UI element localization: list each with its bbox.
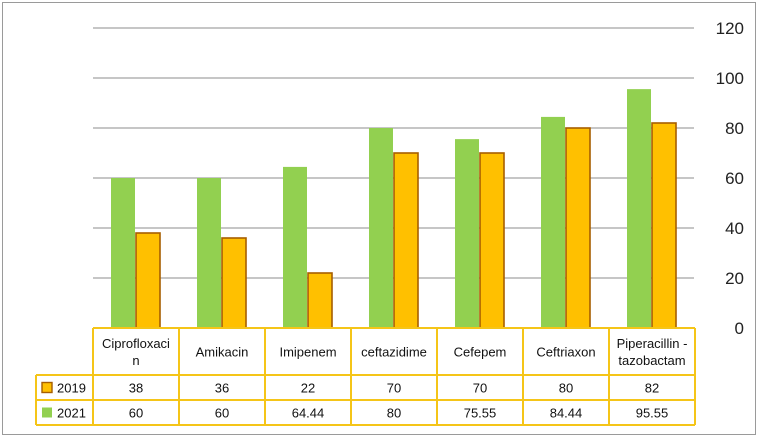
y-axis-ticks: 0 20 40 60 80 100 120 [716,19,744,338]
data-label-2019: 22 [301,381,315,396]
y-tick-label: 40 [725,219,744,238]
data-label-2019: 82 [645,381,659,396]
bar-2019-2 [307,272,333,329]
data-label-2021: 80 [387,406,401,421]
bar-2021-0 [111,178,135,328]
data-label-2019: 38 [129,381,143,396]
bar-2021-6 [627,89,651,328]
category-label: n [132,353,139,368]
bar-2021-2 [283,166,307,328]
data-label-2019: 80 [559,381,573,396]
y-tick-label: 0 [735,319,744,338]
category-label: ceftazidime [361,345,427,360]
data-table: Ciprofloxaci n Amikacin Imipenem ceftazidime… [35,327,696,426]
category-label: Ceftriaxon [536,345,595,360]
bar-2019-5 [565,127,591,329]
category-label: Ciprofloxaci [102,336,170,351]
bar-2019-1 [221,237,247,329]
data-label-2019: 36 [215,381,229,396]
bar-2019-4 [479,152,505,329]
bar-2019-0 [135,232,161,329]
bar-2021-1 [197,178,221,328]
legend-key-2021 [42,407,52,418]
data-label-2021: 64.44 [292,406,325,421]
category-label: Imipenem [279,345,336,360]
series-name-2019: 2019 [57,381,86,396]
data-label-2021: 75.55 [464,406,497,421]
y-tick-label: 80 [725,119,744,138]
data-label-2021: 60 [215,406,229,421]
bar-2019-3 [393,152,419,329]
bar-2019-6 [651,122,677,329]
y-tick-label: 120 [716,19,744,38]
category-label: tazobactam [618,353,685,368]
gridlines [93,27,694,279]
data-label-2021: 84.44 [550,406,583,421]
series-name-2021: 2021 [57,406,86,421]
legend-key-2019 [41,381,53,394]
y-tick-label: 100 [716,69,744,88]
category-label: Piperacillin - [617,336,688,351]
category-label: Amikacin [196,345,249,360]
bar-2021-3 [369,128,393,328]
y-tick-label: 20 [725,269,744,288]
bar-2021-5 [541,116,565,329]
category-label: Cefepem [454,345,507,360]
data-label-2019: 70 [387,381,401,396]
data-label-2021: 60 [129,406,143,421]
y-tick-label: 60 [725,169,744,188]
data-label-2019: 70 [473,381,487,396]
bar-2021-4 [455,139,479,328]
data-label-2021: 95.55 [636,406,669,421]
bars [111,89,677,329]
